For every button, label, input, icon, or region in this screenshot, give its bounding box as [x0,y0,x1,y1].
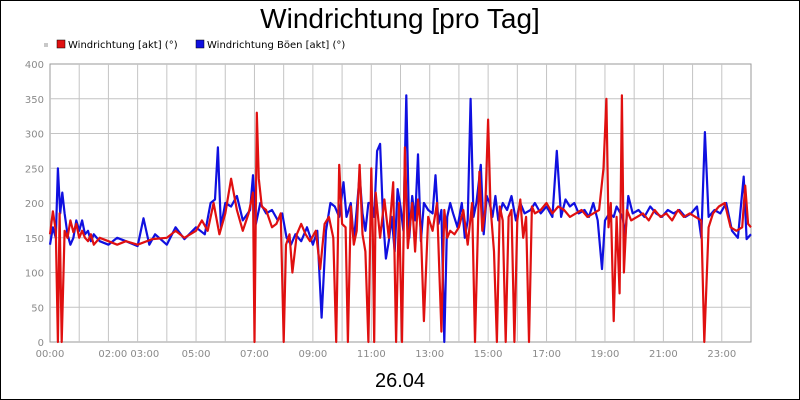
x-axis-ticks: 00:00 02:00 03:00 05:00 07:00 09:00 11:00 13:0… [36,349,737,360]
y-tick-label: 50 [31,303,44,314]
y-tick-label: 100 [25,269,44,280]
legend-swatch-wind-direction[interactable] [56,39,66,49]
x-tick-label: 17:00 [532,349,561,360]
x-tick-label: 13:00 [415,349,444,360]
legend: Windrichtung [akt] (°) Windrichtung Böen… [44,39,345,51]
legend-label-gust-direction: Windrichtung Böen [akt] (°) [207,40,345,51]
x-tick-label: 15:00 [474,349,503,360]
x-tick-label: 02:00 03:00 [98,349,159,360]
x-tick-label: 21:00 [649,349,678,360]
x-tick-label: 05:00 [182,349,211,360]
series-line-wind-direction [48,94,752,344]
y-axis-ticks: 0 50 100 150 200 250 300 350 400 [25,60,44,349]
x-tick-label: 00:00 [36,349,65,360]
x-tick-label: 23:00 [707,349,736,360]
x-tick-label: 07:00 [240,349,269,360]
x-axis-label: 26.04 [375,370,425,392]
y-tick-label: 150 [25,234,44,245]
legend-swatch-gust-direction[interactable] [195,39,205,49]
x-tick-label: 19:00 [591,349,620,360]
y-tick-label: 350 [25,95,44,106]
y-tick-label: 250 [25,164,44,175]
y-tick-label: 0 [38,338,44,349]
legend-label-wind-direction: Windrichtung [akt] (°) [68,40,178,51]
x-tick-label: 09:00 [298,349,327,360]
y-tick-label: 300 [25,130,44,141]
chart-title: Windrichtung [pro Tag] [260,3,540,34]
y-tick-label: 200 [25,199,44,210]
x-tick-label: 11:00 [357,349,386,360]
legend-marker-hidden [44,43,48,47]
y-tick-label: 400 [25,60,44,71]
series-layer [48,94,752,344]
